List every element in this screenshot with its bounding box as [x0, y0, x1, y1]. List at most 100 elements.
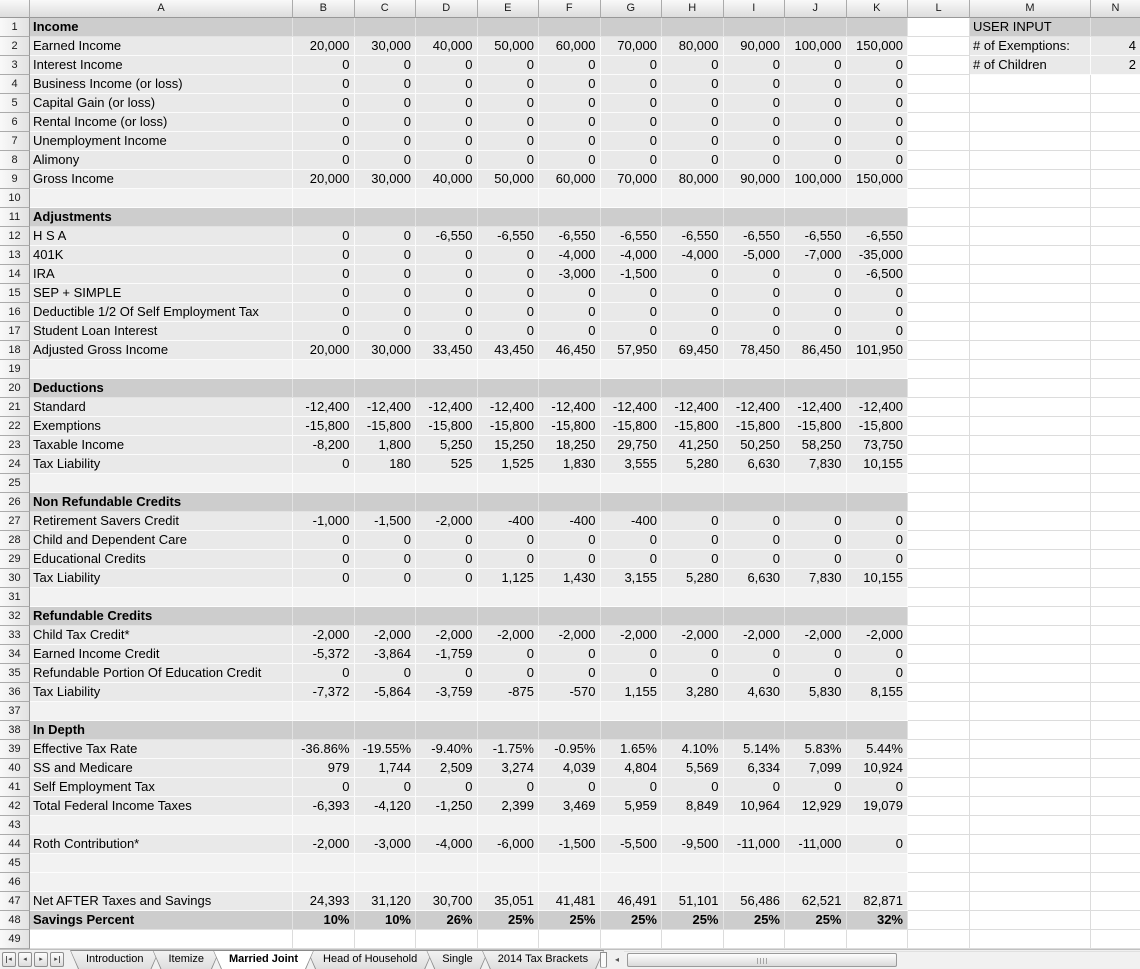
empty-cell[interactable] [908, 265, 970, 284]
column-header-B[interactable]: B [293, 0, 355, 18]
row-label-cell[interactable]: Business Income (or loss) [30, 75, 293, 94]
value-cell[interactable]: 0 [293, 75, 355, 94]
value-cell[interactable]: 25% [539, 911, 601, 930]
value-cell[interactable] [723, 854, 785, 873]
value-cell[interactable]: 0 [477, 778, 539, 797]
value-cell[interactable] [293, 18, 355, 37]
value-cell[interactable]: -2,000 [723, 626, 785, 645]
value-cell[interactable] [293, 930, 355, 949]
value-cell[interactable]: 0 [723, 94, 785, 113]
value-cell[interactable]: 0 [354, 94, 416, 113]
row-label-cell[interactable]: Earned Income [30, 37, 293, 56]
value-cell[interactable]: 8,849 [662, 797, 724, 816]
row-header[interactable]: 14 [0, 265, 30, 284]
value-cell[interactable]: 0 [416, 265, 478, 284]
value-cell[interactable]: 0 [539, 113, 601, 132]
empty-cell[interactable] [970, 436, 1091, 455]
empty-cell[interactable] [908, 341, 970, 360]
value-cell[interactable] [354, 854, 416, 873]
value-cell[interactable]: 0 [723, 645, 785, 664]
value-cell[interactable] [539, 816, 601, 835]
value-cell[interactable] [723, 816, 785, 835]
value-cell[interactable]: 0 [846, 303, 908, 322]
value-cell[interactable]: 0 [785, 113, 847, 132]
column-header-J[interactable]: J [785, 0, 847, 18]
value-cell[interactable]: -2,000 [293, 835, 355, 854]
value-cell[interactable]: 0 [416, 322, 478, 341]
value-cell[interactable]: 0 [354, 322, 416, 341]
value-cell[interactable]: 51,101 [662, 892, 724, 911]
value-cell[interactable]: -6,550 [785, 227, 847, 246]
empty-cell[interactable] [908, 645, 970, 664]
row-header[interactable]: 40 [0, 759, 30, 778]
empty-cell[interactable] [1091, 550, 1140, 569]
value-cell[interactable]: 0 [846, 94, 908, 113]
value-cell[interactable]: 0 [416, 303, 478, 322]
value-cell[interactable]: -1,500 [539, 835, 601, 854]
value-cell[interactable]: -15,800 [662, 417, 724, 436]
value-cell[interactable]: 0 [293, 151, 355, 170]
value-cell[interactable] [539, 607, 601, 626]
value-cell[interactable]: 0 [785, 151, 847, 170]
value-cell[interactable] [846, 18, 908, 37]
row-label-cell[interactable]: Tax Liability [30, 683, 293, 702]
value-cell[interactable] [354, 18, 416, 37]
empty-cell[interactable] [1091, 797, 1140, 816]
value-cell[interactable]: -400 [600, 512, 662, 531]
empty-cell[interactable] [970, 398, 1091, 417]
row-header[interactable]: 18 [0, 341, 30, 360]
empty-cell[interactable] [970, 512, 1091, 531]
value-cell[interactable]: 0 [785, 645, 847, 664]
value-cell[interactable] [785, 873, 847, 892]
value-cell[interactable] [600, 702, 662, 721]
column-header-N[interactable]: N [1091, 0, 1140, 18]
value-cell[interactable]: -12,400 [723, 398, 785, 417]
value-cell[interactable] [416, 208, 478, 227]
value-cell[interactable] [785, 816, 847, 835]
empty-cell[interactable] [970, 892, 1091, 911]
value-cell[interactable]: -2,000 [539, 626, 601, 645]
empty-cell[interactable] [1091, 189, 1140, 208]
row-label-cell[interactable]: Refundable Portion Of Education Credit [30, 664, 293, 683]
value-cell[interactable]: 40,000 [416, 170, 478, 189]
empty-cell[interactable] [908, 398, 970, 417]
value-cell[interactable] [600, 607, 662, 626]
value-cell[interactable]: 0 [539, 94, 601, 113]
value-cell[interactable] [723, 588, 785, 607]
row-label-cell[interactable]: Savings Percent [30, 911, 293, 930]
value-cell[interactable] [600, 208, 662, 227]
value-cell[interactable]: -12,400 [477, 398, 539, 417]
value-cell[interactable]: 31,120 [354, 892, 416, 911]
value-cell[interactable]: 26% [416, 911, 478, 930]
empty-cell[interactable] [970, 550, 1091, 569]
value-cell[interactable]: -5,864 [354, 683, 416, 702]
value-cell[interactable] [723, 702, 785, 721]
value-cell[interactable] [354, 379, 416, 398]
value-cell[interactable]: 100,000 [785, 37, 847, 56]
value-cell[interactable]: 25% [785, 911, 847, 930]
value-cell[interactable]: 0 [354, 132, 416, 151]
row-header[interactable]: 34 [0, 645, 30, 664]
value-cell[interactable]: 0 [662, 56, 724, 75]
empty-cell[interactable] [970, 341, 1091, 360]
value-cell[interactable]: -19.55% [354, 740, 416, 759]
value-cell[interactable]: 60,000 [539, 170, 601, 189]
value-cell[interactable] [539, 208, 601, 227]
value-cell[interactable] [477, 189, 539, 208]
value-cell[interactable]: 30,000 [354, 37, 416, 56]
value-cell[interactable]: 0 [600, 550, 662, 569]
value-cell[interactable]: 0 [785, 550, 847, 569]
value-cell[interactable] [293, 854, 355, 873]
row-label-cell[interactable]: Income [30, 18, 293, 37]
empty-cell[interactable] [908, 322, 970, 341]
value-cell[interactable]: -4,120 [354, 797, 416, 816]
value-cell[interactable]: 0 [354, 246, 416, 265]
value-cell[interactable]: -6,550 [539, 227, 601, 246]
value-cell[interactable]: 0 [662, 303, 724, 322]
empty-cell[interactable] [1091, 930, 1140, 949]
value-cell[interactable] [354, 493, 416, 512]
value-cell[interactable]: 0 [600, 664, 662, 683]
value-cell[interactable]: 29,750 [600, 436, 662, 455]
value-cell[interactable]: -15,800 [785, 417, 847, 436]
value-cell[interactable]: 0 [785, 265, 847, 284]
